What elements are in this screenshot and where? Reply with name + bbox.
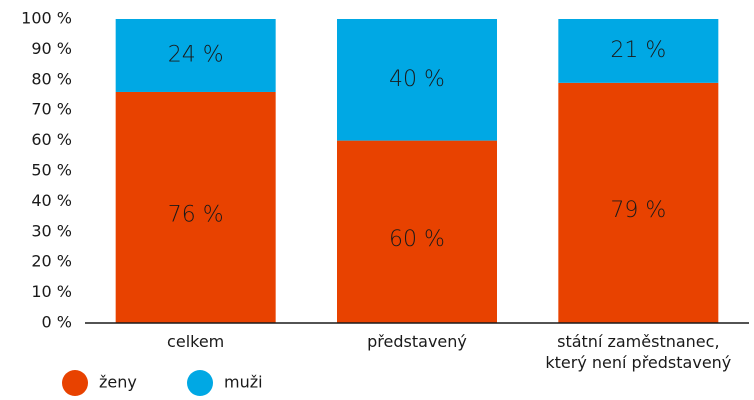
y-tick-label: 30 % xyxy=(31,221,72,240)
x-tick-label: státní zaměstnanec, který není představe… xyxy=(545,332,732,372)
value-label: 24 % xyxy=(168,42,224,67)
y-tick-label: 0 % xyxy=(42,313,72,332)
y-tick-label: 40 % xyxy=(31,191,72,210)
value-label: 21 % xyxy=(610,38,666,63)
value-label: 79 % xyxy=(610,198,666,223)
y-tick-label: 80 % xyxy=(31,69,72,88)
bar-segment xyxy=(558,82,719,323)
bar-segment xyxy=(115,91,276,324)
y-tick-label: 90 % xyxy=(31,39,72,58)
y-tick-label: 60 % xyxy=(31,130,72,149)
y-tick-label: 70 % xyxy=(31,100,72,119)
value-label: 60 % xyxy=(389,227,445,252)
y-tick-label: 50 % xyxy=(31,161,72,180)
legend-label: muži xyxy=(224,373,263,392)
value-label: 76 % xyxy=(168,202,224,227)
legend-label: ženy xyxy=(99,373,137,392)
y-tick-label: 100 % xyxy=(21,9,72,28)
bar-segment xyxy=(337,19,497,141)
bar-segment xyxy=(115,19,276,92)
x-tick-label: celkem xyxy=(167,332,225,351)
x-tick-label: představený xyxy=(367,332,467,351)
legend-swatch xyxy=(187,370,213,396)
bar-segment xyxy=(337,140,497,323)
legend-swatch xyxy=(62,370,88,396)
value-label: 40 % xyxy=(389,67,445,92)
y-tick-label: 20 % xyxy=(31,252,72,271)
bar-segment xyxy=(558,19,719,83)
y-tick-label: 10 % xyxy=(31,282,72,301)
